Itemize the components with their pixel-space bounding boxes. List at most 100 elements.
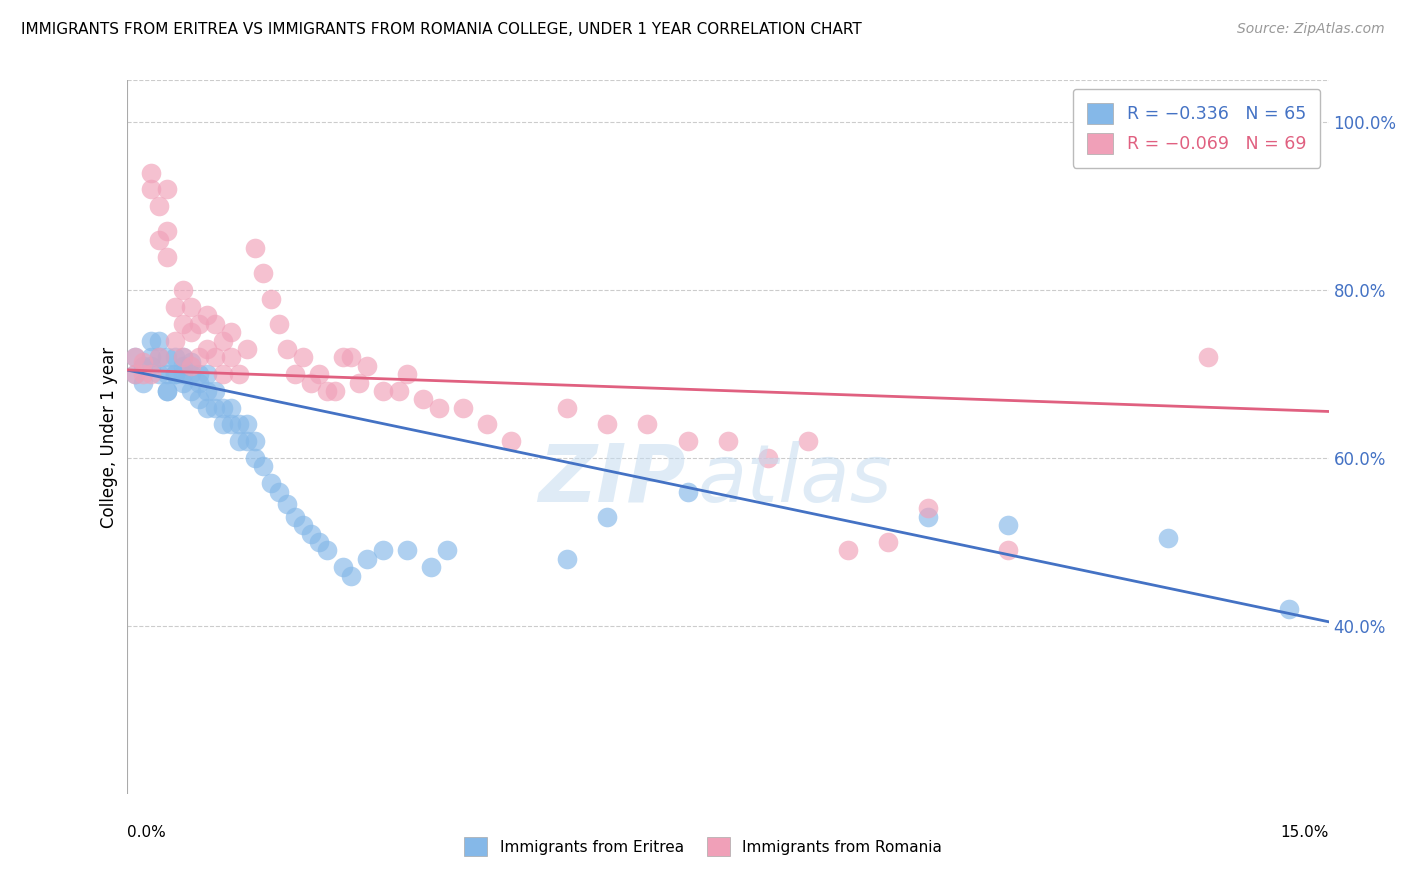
Point [148,334,170,348]
Point [155,224,177,238]
Point [204,351,226,365]
Point [557,551,579,566]
Point [172,376,194,390]
Point [388,384,411,398]
Y-axis label: College, Under 1 year: College, Under 1 year [100,346,118,528]
Point [340,568,363,582]
Point [371,543,394,558]
Point [396,543,419,558]
Point [139,359,162,373]
Point [347,376,370,390]
Point [148,199,170,213]
Point [475,417,498,432]
Point [139,166,162,180]
Point [219,325,242,339]
Text: IMMIGRANTS FROM ERITREA VS IMMIGRANTS FROM ROMANIA COLLEGE, UNDER 1 YEAR CORRELA: IMMIGRANTS FROM ERITREA VS IMMIGRANTS FR… [21,22,862,37]
Point [252,459,274,474]
Point [219,417,242,432]
Point [219,401,242,415]
Point [155,351,177,365]
Point [131,367,153,381]
Point [187,392,209,407]
Point [451,401,474,415]
Point [267,484,290,499]
Point [243,434,266,449]
Point [155,384,177,398]
Point [235,417,259,432]
Point [299,526,322,541]
Point [172,317,194,331]
Point [163,367,186,381]
Point [557,401,579,415]
Point [796,434,818,449]
Point [172,351,194,365]
Text: 0.0%: 0.0% [127,825,166,839]
Point [501,434,523,449]
Point [195,367,218,381]
Point [260,476,283,491]
Point [371,384,394,398]
Point [163,334,186,348]
Point [172,283,194,297]
Point [148,351,170,365]
Point [204,384,226,398]
Point [180,359,202,373]
Point [1277,132,1299,146]
Point [187,317,209,331]
Point [172,351,194,365]
Point [187,351,209,365]
Point [155,182,177,196]
Text: ZIP: ZIP [538,441,686,519]
Point [219,351,242,365]
Point [148,233,170,247]
Point [139,367,162,381]
Point [155,384,177,398]
Point [139,334,162,348]
Point [148,351,170,365]
Point [204,317,226,331]
Point [187,376,209,390]
Point [356,359,378,373]
Point [180,384,202,398]
Point [243,241,266,255]
Point [332,351,354,365]
Point [163,367,186,381]
Point [1157,531,1180,545]
Point [997,543,1019,558]
Point [356,551,378,566]
Point [917,509,939,524]
Point [997,518,1019,533]
Point [276,497,298,511]
Point [291,351,314,365]
Point [420,560,443,574]
Point [163,300,186,314]
Point [284,367,307,381]
Point [211,334,233,348]
Point [252,266,274,280]
Point [172,359,194,373]
Point [124,351,146,365]
Point [877,535,900,549]
Point [676,434,699,449]
Point [235,342,259,356]
Point [427,401,450,415]
Point [131,359,153,373]
Point [139,351,162,365]
Point [139,182,162,196]
Point [299,376,322,390]
Point [235,434,259,449]
Point [284,509,307,524]
Point [187,367,209,381]
Point [211,417,233,432]
Point [163,351,186,365]
Point [276,342,298,356]
Point [340,351,363,365]
Point [315,384,337,398]
Point [195,342,218,356]
Point [412,392,434,407]
Point [228,367,250,381]
Point [124,367,146,381]
Point [756,451,779,466]
Point [291,518,314,533]
Point [636,417,658,432]
